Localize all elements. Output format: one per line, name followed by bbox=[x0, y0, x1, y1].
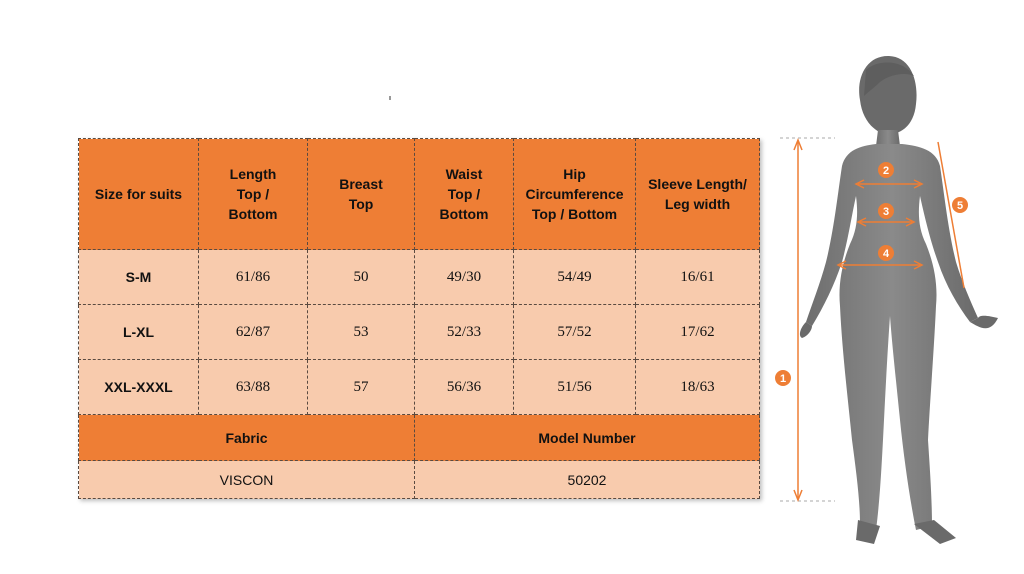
fabric-label: Fabric bbox=[78, 414, 415, 461]
header-hip: Hip Circumference Top / Bottom bbox=[513, 138, 636, 250]
marker-4: 4 bbox=[883, 248, 890, 260]
marker-3: 3 bbox=[883, 206, 889, 218]
marker-5: 5 bbox=[957, 200, 963, 212]
size-cell: XXL-XXXL bbox=[78, 359, 199, 415]
table-row: XXL-XXXL 63/88 57 56/36 51/56 18/63 bbox=[78, 359, 760, 415]
marker-1: 1 bbox=[780, 373, 786, 385]
breast-cell: 53 bbox=[307, 304, 415, 360]
waist-cell: 52/33 bbox=[414, 304, 514, 360]
fabric-value: VISCON bbox=[78, 460, 415, 499]
fabric-value-row: VISCON 50202 bbox=[78, 460, 760, 499]
header-size: Size for suits bbox=[78, 138, 199, 250]
size-chart-table: Size for suits Length Top / Bottom Breast T… bbox=[78, 138, 760, 499]
length-cell: 62/87 bbox=[198, 304, 308, 360]
model-number-label: Model Number bbox=[414, 414, 760, 461]
length-cell: 61/86 bbox=[198, 249, 308, 305]
body-measurement-silhouette-icon: 1 2 3 4 5 bbox=[770, 40, 1020, 574]
size-cell: L-XL bbox=[78, 304, 199, 360]
table-row: L-XL 62/87 53 52/33 57/52 17/62 bbox=[78, 304, 760, 360]
sleeve-cell: 17/62 bbox=[635, 304, 760, 360]
size-cell: S-M bbox=[78, 249, 199, 305]
table-row: S-M 61/86 50 49/30 54/49 16/61 bbox=[78, 249, 760, 305]
model-number-value: 50202 bbox=[414, 460, 760, 499]
header-sleeve: Sleeve Length/Leg width bbox=[635, 138, 760, 250]
hip-cell: 57/52 bbox=[513, 304, 636, 360]
header-length: Length Top / Bottom bbox=[198, 138, 308, 250]
hip-cell: 54/49 bbox=[513, 249, 636, 305]
marker-2: 2 bbox=[883, 165, 889, 177]
header-waist: Waist Top / Bottom bbox=[414, 138, 514, 250]
sleeve-cell: 16/61 bbox=[635, 249, 760, 305]
breast-cell: 50 bbox=[307, 249, 415, 305]
waist-cell: 56/36 bbox=[414, 359, 514, 415]
sleeve-cell: 18/63 bbox=[635, 359, 760, 415]
header-row: Size for suits Length Top / Bottom Breast T… bbox=[78, 138, 760, 250]
stray-mark bbox=[389, 96, 391, 100]
breast-cell: 57 bbox=[307, 359, 415, 415]
waist-cell: 49/30 bbox=[414, 249, 514, 305]
header-breast: Breast Top bbox=[307, 138, 415, 250]
fabric-header-row: Fabric Model Number bbox=[78, 414, 760, 461]
hip-cell: 51/56 bbox=[513, 359, 636, 415]
length-cell: 63/88 bbox=[198, 359, 308, 415]
